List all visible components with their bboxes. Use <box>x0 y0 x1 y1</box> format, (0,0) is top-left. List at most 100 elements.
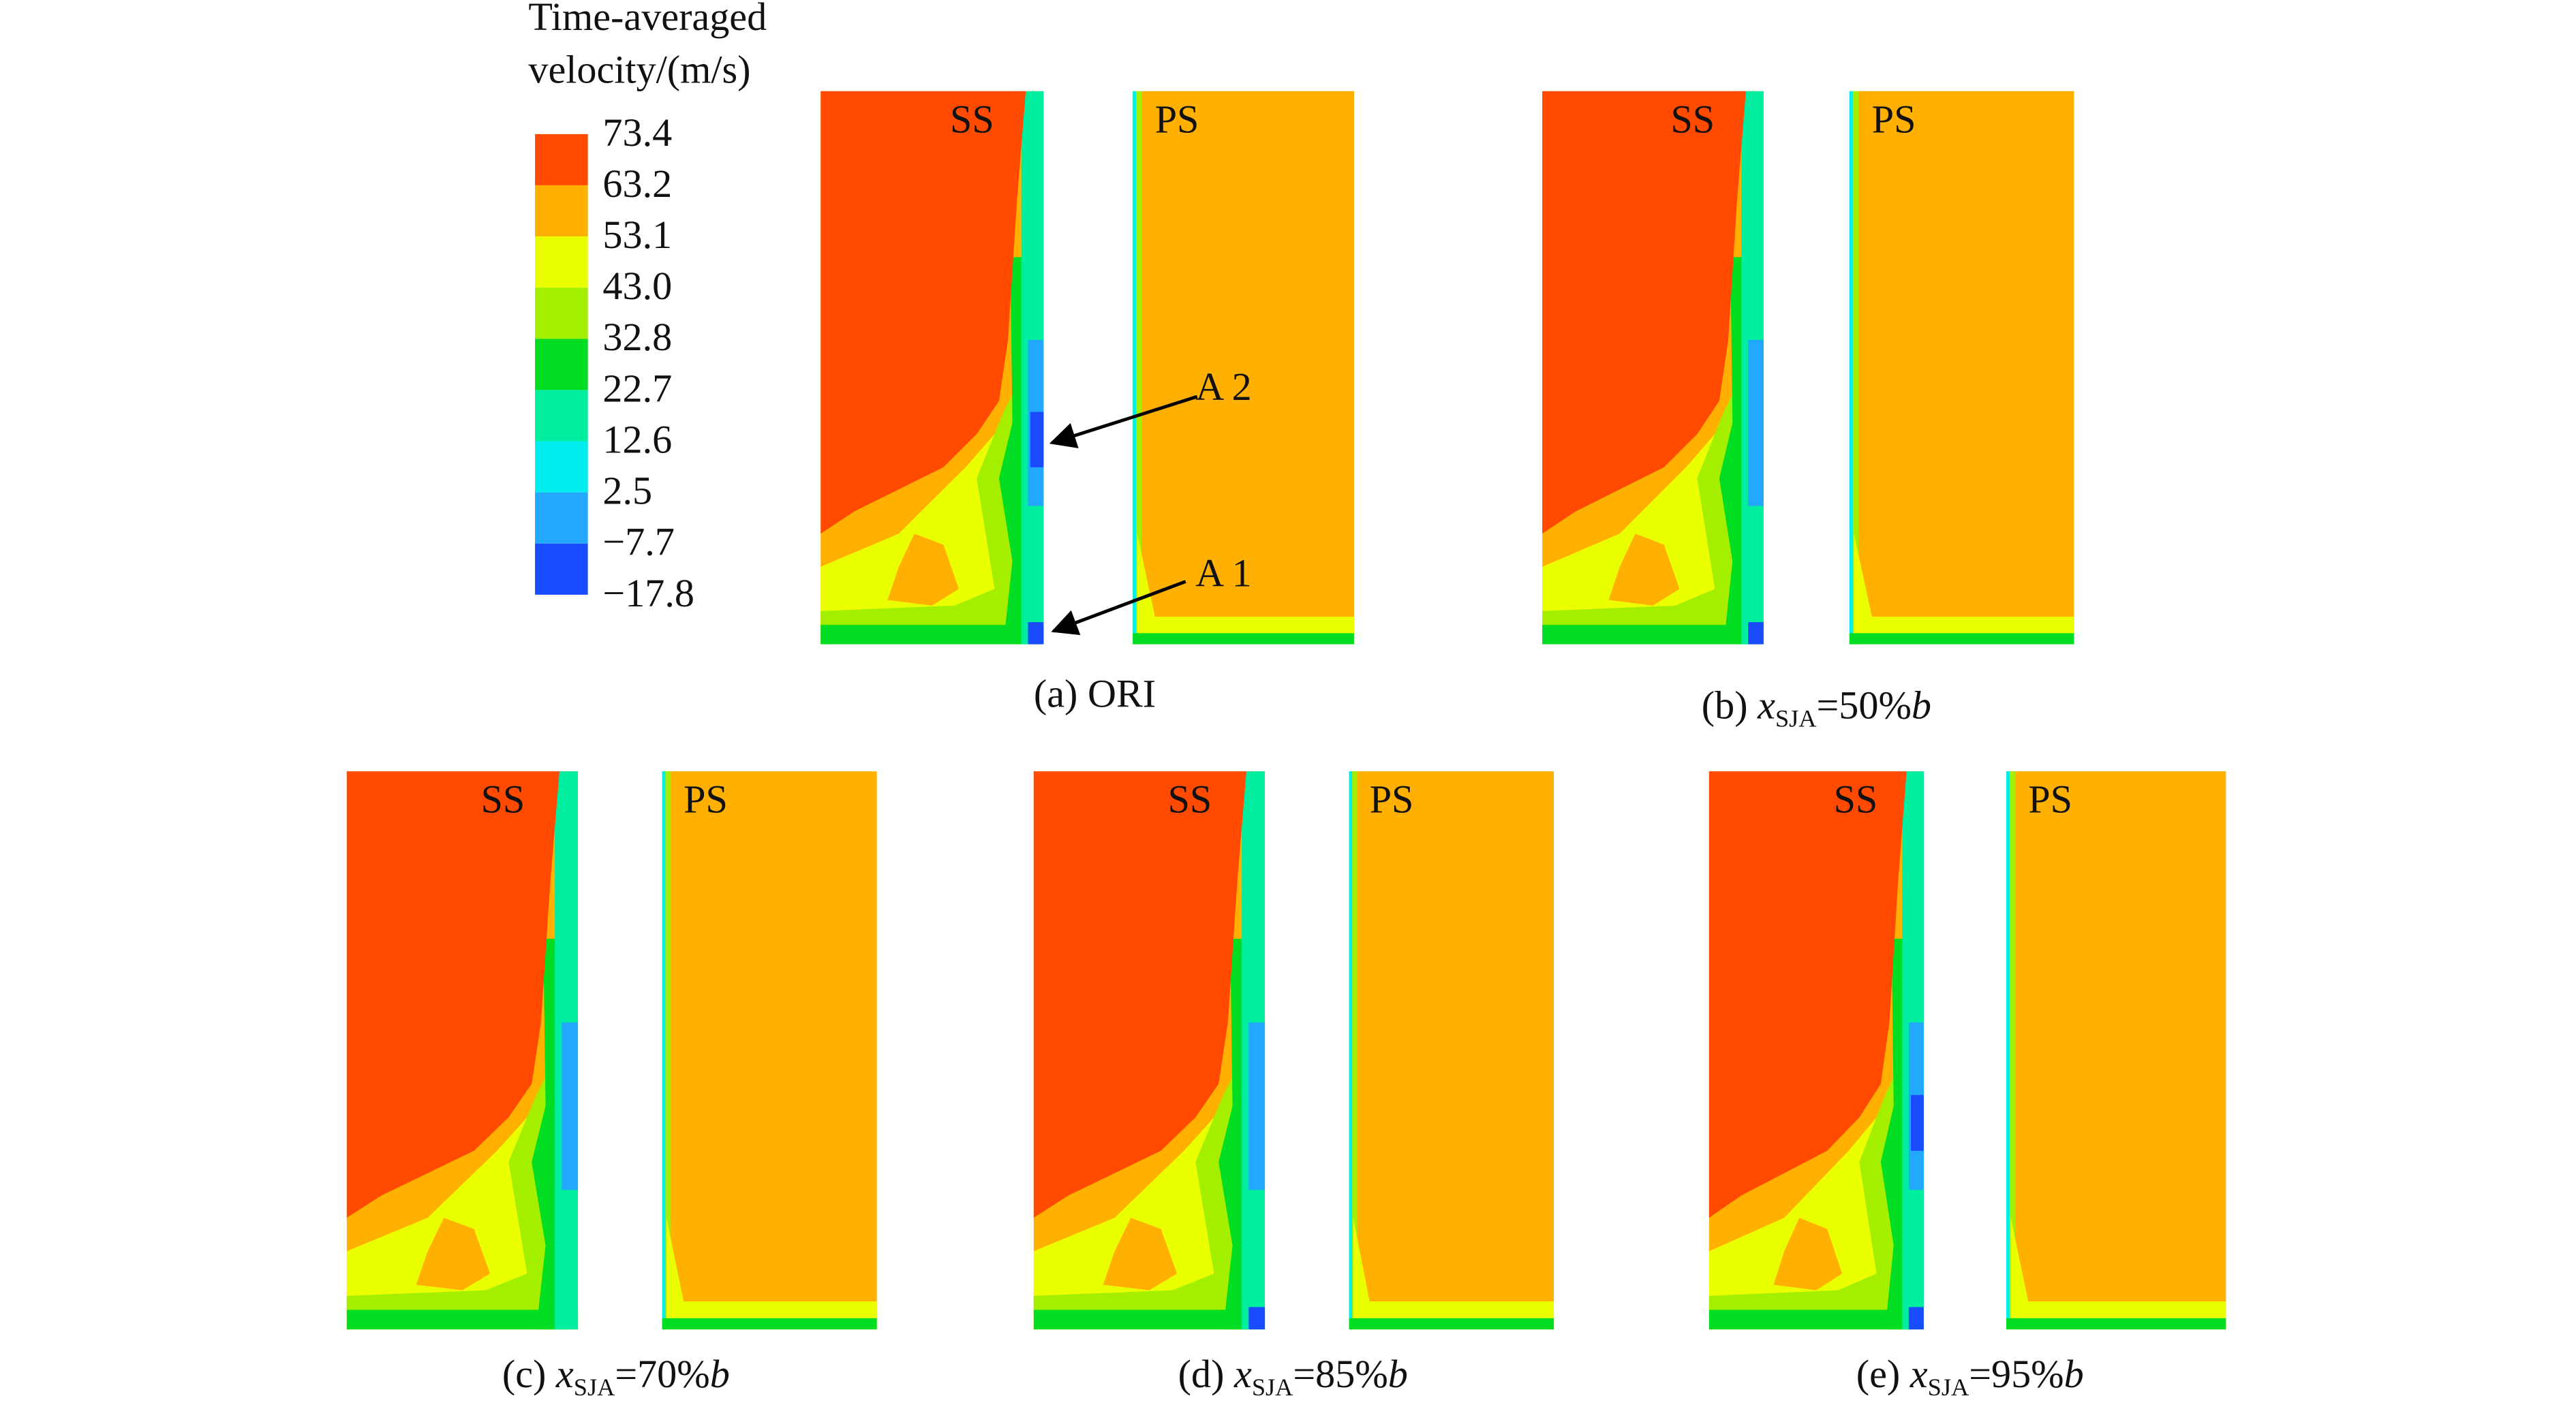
colorbar-label: 73.4 <box>602 110 672 155</box>
panel-caption: (c) xSJA=70%b <box>502 1352 730 1401</box>
ss-core <box>1542 91 1746 534</box>
ps-region <box>1133 633 1354 645</box>
colorbar-band <box>535 134 588 185</box>
caption-part: x <box>1233 1352 1252 1396</box>
ss-region <box>1708 1106 1907 1330</box>
ss-region <box>1028 622 1044 645</box>
colorbar-band <box>535 288 588 339</box>
ss-region <box>1910 1095 1924 1151</box>
caption-part: =70% <box>615 1352 709 1396</box>
ps-field <box>1849 91 2074 645</box>
panel: SS PS (e) xSJA=95%b <box>1708 771 2226 1401</box>
ss-label: SS <box>950 97 994 141</box>
ss-region <box>1908 1307 1924 1330</box>
arrow <box>1051 580 1186 636</box>
ss-label: SS <box>1670 97 1715 141</box>
ss-region <box>1030 412 1044 467</box>
ss-core <box>821 91 1026 534</box>
ss-region <box>1033 1050 1246 1330</box>
ss-region <box>1608 533 1680 606</box>
colorbar-label: 63.2 <box>602 161 672 206</box>
ps-label: PS <box>684 777 728 822</box>
caption-part: (b) <box>1702 683 1758 728</box>
caption-part: (c) <box>502 1352 556 1396</box>
caption-part: SJA <box>1928 1374 1969 1401</box>
colorbar-band <box>535 441 588 493</box>
ps-field <box>662 771 877 1330</box>
ps-region <box>2006 771 2010 1330</box>
ss-region <box>346 1106 559 1330</box>
panel: SS PS (b) xSJA=50%b <box>1542 91 2074 732</box>
ss-label: SS <box>1834 777 1878 822</box>
ss-region <box>1542 422 1746 645</box>
colorbar-label: −17.8 <box>602 571 694 615</box>
caption-part: b <box>2064 1352 2084 1396</box>
colorbar: 73.4 63.2 53.1 43.0 32.8 22.7 12.6 2.5 −7.7 −17.8 <box>535 110 694 615</box>
caption-part: SJA <box>1775 705 1817 732</box>
ss-region <box>821 422 1026 645</box>
ss-region <box>1748 622 1764 645</box>
panel-caption: (d) xSJA=85%b <box>1178 1352 1408 1401</box>
ps-region <box>2010 1218 2226 1330</box>
ss-region <box>1248 1307 1266 1330</box>
panel-caption: (e) xSJA=95%b <box>1856 1352 2084 1401</box>
caption-part: x <box>555 1352 574 1396</box>
colorbar-label: −7.7 <box>602 520 674 564</box>
caption-part: (d) <box>1178 1352 1234 1396</box>
colorbar-band <box>535 492 588 544</box>
caption-part: x <box>1910 1352 1928 1396</box>
ss-region <box>1248 1022 1266 1190</box>
ps-field <box>1349 771 1554 1330</box>
ss-region <box>562 1022 579 1190</box>
colorbar-label: 53.1 <box>602 213 672 257</box>
panel: SS PS (d) xSJA=85%b <box>1033 771 1554 1401</box>
annotation: A 1 <box>1195 551 1251 595</box>
caption-part: =85% <box>1293 1352 1387 1396</box>
colorbar-label: 32.8 <box>602 315 672 359</box>
ps-field <box>1133 91 1354 645</box>
ps-region <box>666 1218 877 1330</box>
ss-region <box>887 533 960 606</box>
ps-label: PS <box>1370 777 1414 822</box>
caption-part: (e) <box>1856 1352 1910 1396</box>
caption-part: x <box>1757 683 1775 728</box>
ps-region <box>1353 1218 1554 1330</box>
ps-label: PS <box>2028 777 2072 822</box>
ss-core <box>1708 771 1907 1218</box>
caption-part: SJA <box>1252 1374 1293 1401</box>
ps-label: PS <box>1872 97 1916 141</box>
panel: SS PS (a) ORI <box>821 91 1354 716</box>
ps-region <box>662 771 666 1330</box>
colorbar-label: 22.7 <box>602 366 672 410</box>
caption-part: b <box>1388 1352 1408 1396</box>
ps-region <box>1133 91 1137 645</box>
ss-region <box>1748 340 1764 506</box>
colorbar-band <box>535 236 588 288</box>
ss-region <box>821 367 1026 645</box>
caption-part: =50% <box>1817 683 1912 728</box>
ps-region <box>1849 633 2074 645</box>
ss-region <box>1708 1050 1907 1330</box>
ss-core <box>1033 771 1246 1218</box>
ss-label: SS <box>481 777 525 822</box>
legend-title: Time-averaged <box>528 0 767 39</box>
ps-label: PS <box>1155 97 1199 141</box>
ss-label: SS <box>1168 777 1212 822</box>
panel: SS PS (c) xSJA=70%b <box>346 771 877 1401</box>
ss-region <box>1033 1106 1246 1330</box>
colorbar-label: 12.6 <box>602 417 672 461</box>
ps-region <box>1349 1318 1554 1330</box>
ps-region <box>1849 91 1853 645</box>
ss-region <box>346 1050 559 1330</box>
ss-region <box>1542 367 1746 645</box>
caption-part: SJA <box>574 1374 615 1401</box>
panel-caption: (a) ORI <box>1034 672 1156 716</box>
ss-region <box>416 1218 491 1290</box>
legend-title: velocity/(m/s) <box>528 48 750 92</box>
arrow <box>1049 394 1198 448</box>
colorbar-label: 43.0 <box>602 264 672 308</box>
caption-part: (a) ORI <box>1034 672 1156 716</box>
